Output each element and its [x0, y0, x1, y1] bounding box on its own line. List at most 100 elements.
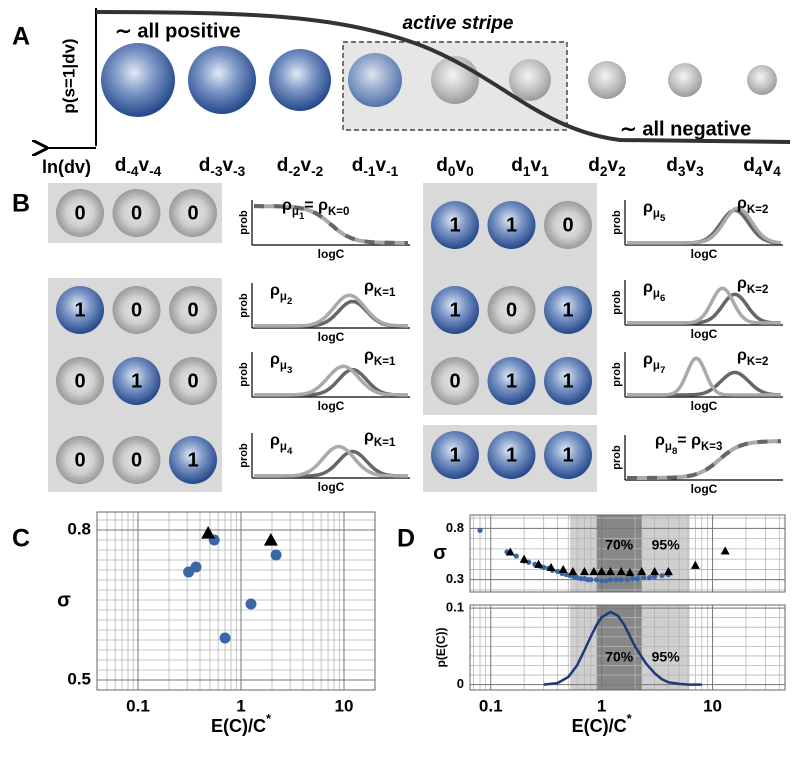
state-circle — [56, 286, 104, 334]
text-part: v — [139, 155, 150, 176]
x-tick-label: 1 — [597, 696, 606, 715]
site-label: d-4v-4 — [115, 155, 162, 179]
rho-label: ρK=2 — [737, 347, 768, 368]
text-part: ρ — [655, 432, 665, 449]
rho-label: ρK=2 — [737, 195, 768, 216]
site-circle — [509, 59, 551, 101]
state-circle — [112, 189, 161, 237]
text-part: * — [627, 711, 633, 726]
state-circle — [169, 286, 217, 334]
prob-label: prob — [611, 290, 623, 315]
x-axis-label: ln(dv) — [42, 157, 91, 177]
state-value: 0 — [187, 370, 198, 392]
state-value: 1 — [506, 444, 517, 466]
y-tick-label: 0.5 — [67, 669, 91, 688]
text-part: E(C)/C — [211, 716, 266, 736]
rho-label: ρK=1 — [364, 347, 396, 368]
state-circle — [169, 436, 217, 484]
data-point — [646, 575, 653, 581]
data-point — [190, 561, 202, 573]
data-point — [513, 553, 519, 559]
text-part: ρ — [270, 282, 280, 299]
text-part: μ — [280, 291, 287, 303]
prob-curve — [254, 204, 408, 245]
y-axis-label: p(s=1|dv) — [59, 38, 78, 113]
data-point — [589, 566, 599, 576]
text-part: d — [666, 155, 678, 176]
prob-label: prob — [611, 445, 623, 470]
rho-label: ρμ1= ρK=0 — [282, 197, 349, 221]
data-point — [558, 564, 568, 574]
site-circle — [588, 61, 626, 99]
logc-label: logC — [318, 399, 345, 413]
data-point — [263, 533, 278, 546]
y-tick-label: 0.8 — [67, 519, 91, 538]
rho-label: ρK=1 — [364, 278, 396, 299]
data-point — [579, 566, 589, 576]
state-value: 0 — [187, 299, 198, 321]
data-point — [641, 575, 647, 581]
y-tick-label: 0.8 — [446, 520, 464, 535]
data-point — [613, 577, 619, 583]
text-part: v — [376, 155, 387, 176]
text-part: ρ — [643, 351, 653, 368]
text-part: ρ — [737, 275, 747, 292]
panel-label: C — [12, 525, 30, 553]
rho-label: ρμ2 — [270, 282, 292, 306]
text-part: ρ — [737, 195, 747, 212]
logc-label: logC — [318, 480, 345, 494]
site-label: d4v4 — [743, 155, 781, 179]
text-part: 4 — [773, 164, 781, 179]
prob-curve — [254, 449, 408, 478]
state-value: 1 — [187, 449, 198, 471]
state-value: 1 — [562, 370, 573, 392]
rho-label: ρK=2 — [737, 275, 768, 296]
data-point — [651, 574, 658, 580]
data-point — [568, 566, 578, 576]
text-part: v — [223, 155, 234, 176]
band-label: 95% — [652, 648, 681, 664]
text-part: d — [588, 155, 600, 176]
text-part: 2 — [600, 164, 608, 179]
data-point — [607, 577, 614, 583]
y-axis-label: p(E(C)) — [434, 628, 448, 668]
data-point — [634, 576, 640, 582]
text-part: v — [531, 155, 542, 176]
text-part: ρ — [737, 347, 747, 364]
prob-label: prob — [238, 362, 250, 387]
text-part: ρ — [364, 428, 374, 445]
rho-label: ρμ5 — [643, 199, 666, 223]
data-point — [616, 566, 626, 576]
text-part: d — [277, 155, 289, 176]
text-part: -4 — [126, 164, 139, 179]
text-part: ρ — [643, 279, 653, 296]
state-value: 1 — [449, 299, 460, 321]
state-circle — [56, 357, 104, 405]
data-point — [534, 559, 544, 568]
site-circle — [668, 63, 702, 97]
state-circle — [544, 286, 592, 334]
state-circle — [431, 357, 479, 405]
text-part: -4 — [149, 164, 162, 179]
x-tick-label: 10 — [335, 696, 354, 715]
state-value: 0 — [74, 202, 85, 224]
data-point — [477, 527, 483, 534]
text-part: K=1 — [374, 437, 396, 449]
text-part: d — [352, 155, 364, 176]
text-part: 1 — [541, 164, 549, 179]
text-part: 8 — [672, 446, 678, 457]
logc-label: logC — [691, 247, 718, 261]
text-part: 5 — [660, 213, 666, 224]
rho-label: ρμ7 — [643, 351, 665, 375]
state-value: 1 — [74, 299, 85, 321]
site-label: d3v3 — [666, 155, 704, 179]
logc-label: logC — [691, 482, 718, 496]
site-circle — [269, 49, 331, 111]
site-circle — [747, 65, 777, 95]
logc-label: logC — [691, 399, 718, 413]
prob-label: prob — [238, 443, 250, 468]
data-point — [578, 576, 584, 582]
data-point — [690, 560, 700, 569]
state-value: 0 — [449, 370, 460, 392]
state-circle — [169, 357, 217, 405]
